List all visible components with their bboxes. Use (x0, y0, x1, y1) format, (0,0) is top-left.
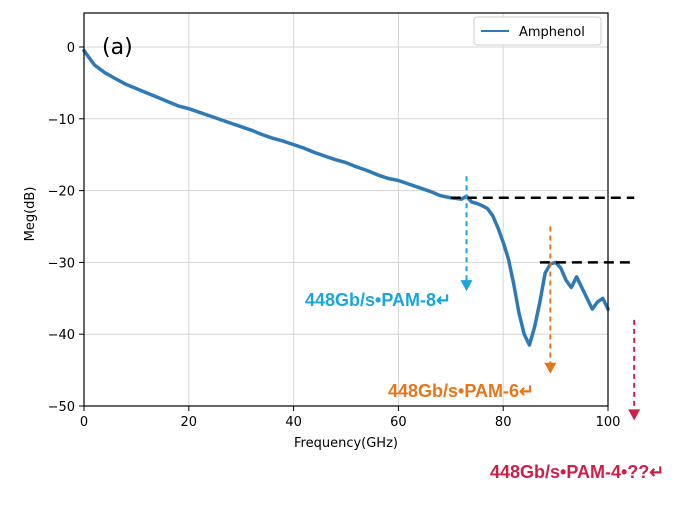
data-point (198, 111, 201, 114)
data-point (596, 301, 599, 303)
x-tick-label: 80 (495, 415, 512, 430)
data-point (533, 326, 536, 328)
plot-area (84, 13, 608, 406)
y-tick-label: −50 (48, 400, 75, 415)
data-point (366, 169, 368, 172)
data-point (491, 214, 494, 217)
data-point (345, 161, 347, 164)
data-point (570, 286, 573, 289)
data-point (476, 202, 478, 205)
data-point (229, 122, 232, 124)
data-point (429, 190, 431, 193)
data-point (387, 177, 389, 180)
data-point (512, 283, 515, 285)
x-tick-label: 20 (181, 415, 198, 430)
data-point (591, 308, 594, 310)
data-point (292, 143, 295, 146)
data-point (250, 129, 253, 132)
data-point (261, 133, 263, 136)
data-point (208, 115, 211, 117)
tick-labels: 0 20 40 60 80 100 0 −10 −20 −30 −40 −50 (48, 41, 621, 430)
data-point (497, 227, 499, 229)
legend: Amphenol (473, 16, 602, 46)
data-point (188, 107, 190, 110)
reference-lines (450, 196, 635, 264)
data-point (104, 72, 106, 74)
data-point (177, 105, 180, 107)
data-point (560, 267, 562, 269)
data-point (334, 158, 337, 161)
y-tick-label: −20 (48, 185, 75, 200)
y-axis-label: Meg(dB) (23, 187, 38, 242)
legend-box (473, 16, 602, 46)
data-point (271, 137, 274, 139)
data-point (481, 204, 484, 207)
data-point (439, 194, 442, 197)
data-point (146, 92, 148, 94)
data-point (376, 174, 379, 176)
annotation-arrow-head (628, 409, 641, 421)
axes-frame (83, 12, 609, 407)
data-point (460, 198, 463, 201)
data-point (282, 140, 284, 142)
x-tick-label: 100 (596, 415, 621, 430)
y-tick-label: −30 (48, 256, 75, 271)
data-point (581, 286, 583, 289)
data-point (486, 207, 489, 210)
data-point (518, 311, 520, 314)
annotation-arrow-head (460, 280, 473, 292)
x-axis-label: Frequency(GHz) (294, 436, 398, 451)
data-point (93, 64, 96, 66)
x-tick-label: 60 (390, 415, 407, 430)
data-point (601, 297, 604, 300)
data-point (167, 100, 169, 103)
annotation-pam8: 448Gb/s•PAM-8↵ (305, 290, 451, 310)
y-tick-label: 0 (67, 41, 75, 56)
panel-label: (a) (102, 35, 133, 60)
data-point (544, 272, 546, 274)
legend-label-amphenol: Amphenol (519, 25, 585, 40)
data-point (135, 87, 138, 90)
y-tick-label: −40 (48, 328, 75, 343)
data-point (88, 56, 91, 59)
data-point (303, 147, 305, 150)
data-point (156, 96, 159, 99)
data-point (313, 151, 316, 154)
data-point (507, 258, 510, 260)
data-point (502, 241, 505, 244)
data-point (355, 166, 358, 168)
data-point (528, 344, 531, 346)
data-point (125, 83, 127, 86)
data-point (523, 333, 525, 336)
annotations (460, 176, 641, 421)
data-point (397, 179, 400, 182)
data-point (575, 275, 578, 278)
data-point (418, 186, 421, 189)
y-tick-label: −10 (48, 113, 75, 128)
data-point (324, 155, 326, 157)
annotation-arrow-head (544, 362, 557, 374)
data-point (586, 297, 588, 300)
data-point (408, 183, 410, 185)
data-point (565, 279, 567, 282)
x-tick-label: 40 (285, 415, 302, 430)
annotation-pam4: 448Gb/s•PAM-4•??↵ (490, 462, 664, 482)
x-tick-label: 0 (80, 415, 88, 430)
data-point (114, 77, 117, 80)
data-point (470, 201, 473, 203)
data-point (219, 118, 222, 121)
data-point (240, 125, 242, 128)
data-point (539, 301, 541, 303)
annotation-pam6: 448Gb/s•PAM-6↵ (388, 381, 534, 401)
axes (83, 12, 609, 407)
plot-background (84, 13, 608, 406)
